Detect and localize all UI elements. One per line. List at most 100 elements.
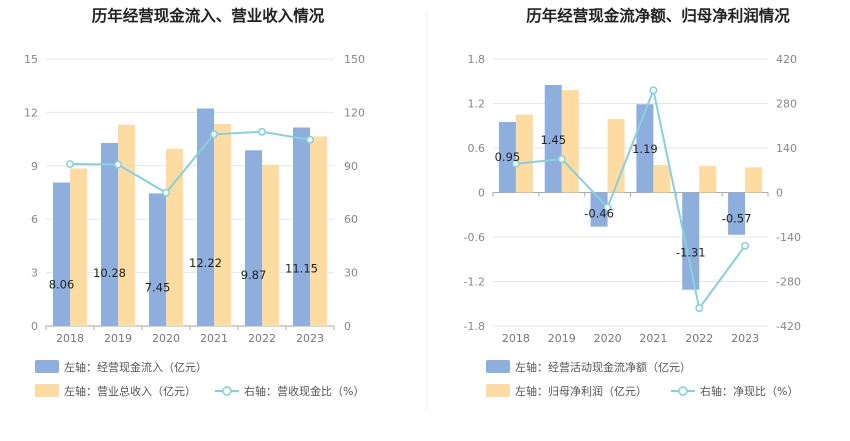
right-axis-tick: 280 [776, 98, 797, 111]
left-axis-tick: -0.6 [464, 231, 485, 244]
line-point [695, 304, 704, 313]
right-axis-tick: 150 [344, 53, 365, 66]
bar-data-label: 1.45 [540, 133, 566, 147]
x-axis-tick: 2018 [502, 332, 530, 345]
legend-label: 右轴：净现比（%） [700, 384, 798, 398]
chart-panel-1: 历年经营现金流入、营业收入情况0369121503060901201502018… [24, 6, 365, 398]
left-axis-tick: 3 [31, 267, 38, 280]
bar-data-label: -1.31 [676, 246, 706, 260]
bar-series-2 [561, 90, 579, 193]
legend-swatch-bar [35, 360, 59, 373]
legend: 左轴：经营活动现金流净额（亿元） 左轴：归母净利润（亿元） 右轴：净现比（%） [486, 360, 798, 398]
bar-series-1 [149, 193, 166, 326]
bar-data-label: -0.57 [722, 212, 752, 226]
line-point [66, 160, 74, 168]
legend-swatch-bar [486, 384, 510, 397]
bar-series-1 [101, 143, 118, 326]
bar-series-1 [544, 84, 562, 193]
bar-series-2 [607, 119, 625, 193]
legend-label: 左轴：经营现金流入（亿元） [64, 360, 207, 374]
left-axis-tick: 0 [478, 187, 485, 200]
x-axis-tick: 2018 [56, 332, 84, 345]
x-axis-tick: 2022 [685, 332, 713, 345]
bar-series-1 [728, 192, 746, 235]
bar-data-label: 0.95 [495, 150, 521, 164]
legend: 左轴：经营现金流入（亿元） 左轴：营业总收入（亿元） 右轴：营收现金比（%） [35, 360, 364, 398]
legend-swatch-marker [678, 386, 688, 396]
bar-series-2 [699, 165, 717, 193]
chart-title: 历年经营现金流入、营业收入情况 [92, 6, 325, 25]
x-axis-tick: 2020 [152, 332, 180, 345]
bar-data-label: 12.22 [189, 256, 222, 270]
bar-data-label: 10.28 [93, 266, 126, 280]
bar-series-2 [118, 124, 135, 326]
bar-series-1 [636, 104, 654, 193]
x-axis-tick: 2023 [296, 332, 324, 345]
line-point [603, 203, 612, 212]
legend-label: 左轴：归母净利润（亿元） [515, 384, 647, 398]
right-axis-tick: 0 [776, 187, 783, 200]
left-axis-tick: 0 [31, 320, 38, 333]
bar-series-1 [293, 127, 310, 326]
line-point [114, 160, 122, 169]
legend-swatch-marker [222, 386, 232, 396]
right-axis-tick: 60 [344, 213, 358, 226]
right-axis-tick: -420 [776, 320, 801, 333]
left-axis-tick: 1.8 [468, 53, 486, 66]
legend-label: 左轴：营业总收入（亿元） [64, 384, 196, 398]
line-series [515, 86, 746, 311]
right-axis-tick: 120 [344, 106, 365, 119]
left-axis-tick: 15 [24, 53, 38, 66]
right-axis-tick: -280 [776, 276, 801, 289]
bar-series-2 [310, 136, 327, 326]
x-axis-tick: 2022 [248, 332, 276, 345]
bar-series-1 [590, 192, 608, 227]
left-axis-tick: -1.2 [464, 276, 485, 289]
x-axis-tick: 2021 [639, 332, 667, 345]
line-point [210, 130, 218, 139]
bar-data-label: -0.46 [584, 207, 614, 221]
bar-series-2 [515, 114, 533, 193]
x-axis-tick: 2019 [548, 332, 576, 345]
bar-data-label: 7.45 [145, 281, 171, 295]
right-axis-tick: 0 [344, 320, 351, 333]
right-axis-tick: -140 [776, 231, 801, 244]
line-point [306, 135, 314, 144]
line-point [258, 127, 266, 136]
bar-series-2 [70, 168, 87, 326]
bar-data-label: 11.15 [285, 261, 318, 275]
left-axis-tick: 9 [31, 160, 38, 173]
bar-series-1 [53, 182, 70, 326]
right-axis-tick: 420 [776, 53, 797, 66]
x-axis-tick: 2020 [594, 332, 622, 345]
line-series [69, 130, 311, 194]
legend-label: 左轴：经营活动现金流净额（亿元） [515, 360, 691, 374]
right-axis-tick: 140 [776, 142, 797, 155]
bar-series-1 [245, 150, 262, 326]
line-point [162, 188, 170, 197]
x-axis-tick: 2019 [104, 332, 132, 345]
line-point [557, 155, 566, 164]
bar-series-1 [197, 108, 214, 326]
bar-data-label: 8.06 [49, 277, 75, 291]
bar-series-1 [682, 192, 700, 290]
line-point [649, 86, 658, 95]
legend-swatch-bar [486, 360, 510, 373]
right-axis-tick: 90 [344, 160, 358, 173]
line-point [741, 241, 750, 250]
x-axis-tick: 2023 [731, 332, 759, 345]
legend-swatch-bar [35, 384, 59, 397]
left-axis-tick: 1.2 [468, 98, 486, 111]
bar-series-2 [653, 165, 671, 193]
left-axis-tick: 0.6 [468, 142, 486, 155]
bar-series-1 [498, 122, 516, 193]
chart-title: 历年经营现金流净额、归母净利润情况 [526, 6, 790, 25]
left-axis-tick: -1.8 [464, 320, 485, 333]
left-axis-tick: 12 [24, 106, 38, 119]
bar-series-2 [745, 167, 763, 193]
bar-series-2 [166, 148, 183, 326]
chart-panel-2: 历年经营现金流净额、归母净利润情况 -1.8 -1.2 -0.6 0 0.6 1.2 1.8 -… [464, 6, 801, 398]
right-axis-tick: 30 [344, 267, 358, 280]
